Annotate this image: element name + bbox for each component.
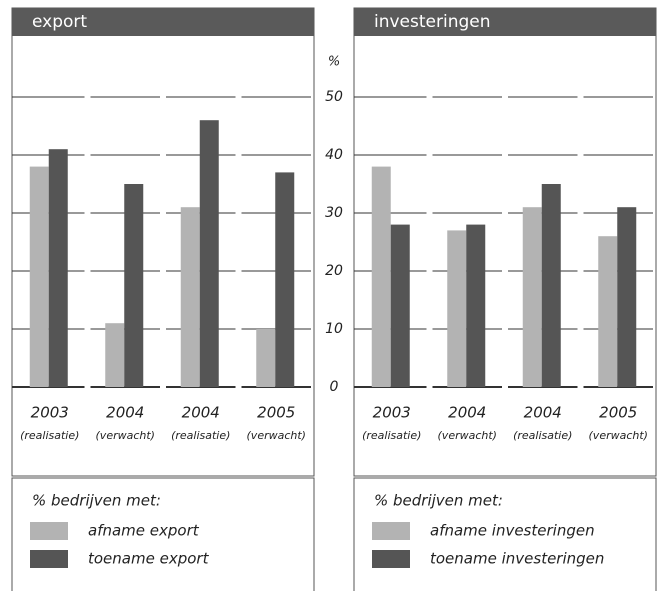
y-tick-label: 50 (325, 89, 343, 105)
bar (522, 207, 542, 387)
y-tick-label: 30 (325, 205, 343, 221)
bar (48, 149, 68, 387)
legend-title: % bedrijven met: (32, 492, 161, 510)
panel-title: export (32, 12, 87, 32)
bar (199, 120, 219, 387)
x-tick-label: 2003 (31, 404, 69, 422)
bar (617, 207, 637, 387)
x-tick-label: 2004 (106, 404, 144, 422)
x-tick-sublabel: (realisatie) (20, 429, 79, 442)
legend-swatch (30, 522, 68, 540)
x-tick-sublabel: (verwacht) (438, 429, 497, 442)
y-tick-label: 0 (330, 379, 339, 395)
bar (29, 166, 49, 387)
legend-swatch (372, 550, 410, 568)
bar (180, 207, 200, 387)
y-tick-label: 10 (325, 321, 343, 337)
panel-header (12, 8, 314, 36)
x-tick-label: 2004 (524, 404, 562, 422)
legend-swatch (30, 550, 68, 568)
bar (256, 329, 276, 387)
bar (124, 184, 144, 387)
x-tick-sublabel: (realisatie) (513, 429, 572, 442)
x-tick-sublabel: (verwacht) (589, 429, 648, 442)
legend-title: % bedrijven met: (374, 492, 503, 510)
bar (541, 184, 561, 387)
y-axis-label: % (328, 55, 340, 70)
bar (447, 230, 467, 387)
x-tick-label: 2004 (182, 404, 220, 422)
x-tick-label: 2003 (373, 404, 411, 422)
legend-label: afname investeringen (430, 522, 595, 540)
x-tick-label: 2004 (448, 404, 486, 422)
bar (598, 236, 618, 387)
bar (371, 166, 391, 387)
y-tick-label: 40 (325, 147, 343, 163)
x-tick-sublabel: (verwacht) (247, 429, 306, 442)
legend-swatch (372, 522, 410, 540)
x-tick-sublabel: (verwacht) (96, 429, 155, 442)
x-tick-sublabel: (realisatie) (362, 429, 421, 442)
x-tick-label: 2005 (257, 404, 295, 422)
panel-header (354, 8, 656, 36)
legend-label: toename investeringen (430, 550, 604, 568)
panel-title: investeringen (374, 12, 491, 32)
legend-box (353, 477, 657, 591)
legend-box (11, 477, 315, 591)
bar (466, 224, 486, 387)
y-tick-label: 20 (325, 263, 343, 279)
x-tick-label: 2005 (599, 404, 637, 422)
legend-label: afname export (88, 522, 200, 540)
x-tick-sublabel: (realisatie) (171, 429, 230, 442)
legend-label: toename export (88, 550, 210, 568)
bar (105, 323, 125, 387)
bar (275, 172, 295, 387)
bar (390, 224, 410, 387)
